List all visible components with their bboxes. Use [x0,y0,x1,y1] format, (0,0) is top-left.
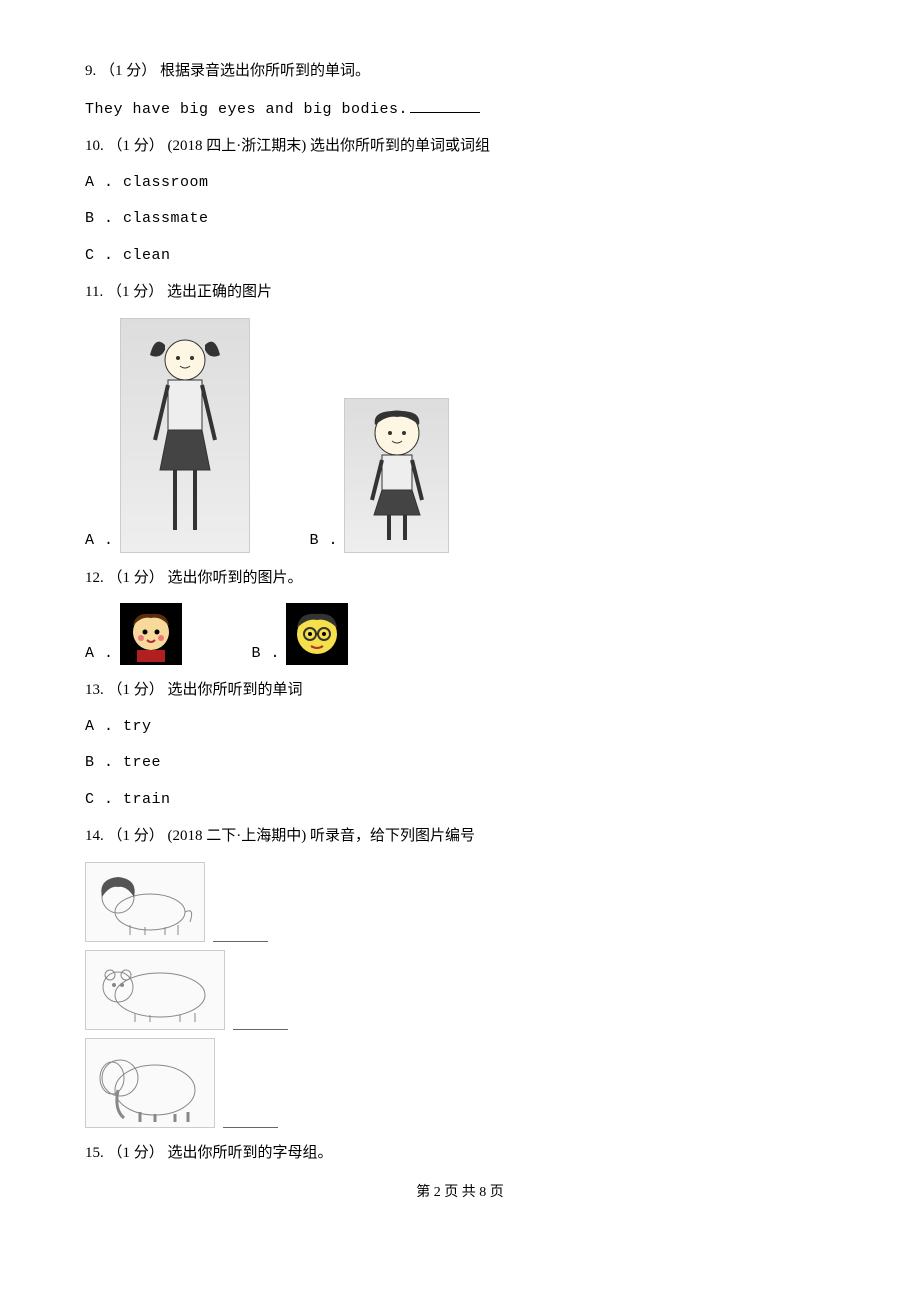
page-footer: 第 2 页 共 8 页 [85,1182,835,1203]
question-11-image-row: A . B . [85,318,835,553]
question-9-sentence: They have big eyes and big bodies. [85,97,835,122]
question-9-text: 9. （1 分） 根据录音选出你所听到的单词。 [85,60,835,83]
image-face-girl[interactable] [120,603,182,665]
option-12-a-label: A . [85,643,114,666]
option-13-b[interactable]: B . tree [85,752,835,775]
bear-icon [90,955,220,1025]
question-11: 11. （1 分） 选出正确的图片 A . B . [85,281,835,553]
image-short-girl[interactable] [344,398,449,553]
question-11-text: 11. （1 分） 选出正确的图片 [85,281,835,304]
question-12: 12. （1 分） 选出你听到的图片。 A . B . [85,567,835,666]
option-13-c[interactable]: C . train [85,789,835,812]
question-15-text: 15. （1 分） 选出你所听到的字母组。 [85,1142,835,1165]
blank-input-1[interactable] [213,926,268,942]
short-girl-icon [352,405,442,545]
image-elephant [85,1038,215,1128]
question-14: 14. （1 分） (2018 二下·上海期中) 听录音，给下列图片编号 [85,825,835,1128]
question-9: 9. （1 分） 根据录音选出你所听到的单词。 They have big ey… [85,60,835,121]
lion-icon [90,867,200,937]
question-10: 10. （1 分） (2018 四上·浙江期末) 选出你所听到的单词或词组 A … [85,135,835,267]
face-girl-icon [123,606,179,662]
blank-input-2[interactable] [233,1014,288,1030]
blank-input[interactable] [410,97,480,113]
option-10-b[interactable]: B . classmate [85,208,835,231]
option-10-a[interactable]: A . classroom [85,172,835,195]
question-15: 15. （1 分） 选出你所听到的字母组。 [85,1142,835,1165]
question-13: 13. （1 分） 选出你所听到的单词 A . try B . tree C .… [85,679,835,811]
animal-row-2 [85,950,835,1030]
question-10-text: 10. （1 分） (2018 四上·浙江期末) 选出你所听到的单词或词组 [85,135,835,158]
option-10-c[interactable]: C . clean [85,245,835,268]
image-tall-girl[interactable] [120,318,250,553]
option-11-b-label: B . [310,530,339,553]
question-14-text: 14. （1 分） (2018 二下·上海期中) 听录音，给下列图片编号 [85,825,835,848]
face-glasses-icon [289,606,345,662]
question-12-text: 12. （1 分） 选出你听到的图片。 [85,567,835,590]
image-bear [85,950,225,1030]
image-lion [85,862,205,942]
tall-girl-icon [130,330,240,540]
elephant-icon [90,1040,210,1125]
question-9-sentence-text: They have big eyes and big bodies. [85,101,408,118]
animal-row-3 [85,1038,835,1128]
question-13-text: 13. （1 分） 选出你所听到的单词 [85,679,835,702]
option-12-b-label: B . [252,643,281,666]
option-13-a[interactable]: A . try [85,716,835,739]
blank-input-3[interactable] [223,1112,278,1128]
question-12-image-row: A . B . [85,603,835,665]
image-face-glasses[interactable] [286,603,348,665]
option-11-a-label: A . [85,530,114,553]
animal-row-1 [85,862,835,942]
